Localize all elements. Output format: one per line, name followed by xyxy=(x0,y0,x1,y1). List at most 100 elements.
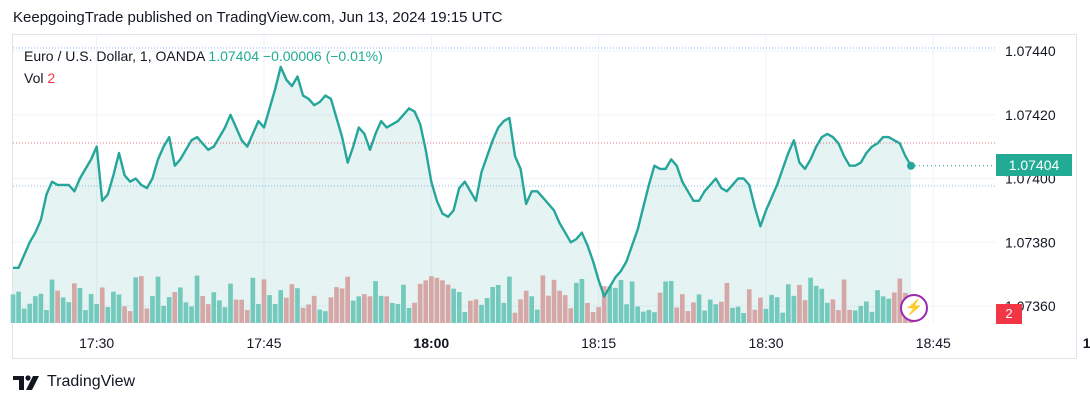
volume-bar xyxy=(155,276,161,323)
volume-bar xyxy=(646,309,652,323)
volume-bar xyxy=(679,294,685,323)
volume-bar xyxy=(897,278,903,323)
volume-bar xyxy=(568,308,574,323)
volume-bar xyxy=(763,308,769,323)
volume-bar xyxy=(44,310,49,323)
chart-frame[interactable] xyxy=(12,34,1077,359)
volume-bar xyxy=(323,311,328,323)
volume-bar xyxy=(758,297,763,323)
volume-bar xyxy=(161,305,166,323)
volume-bar xyxy=(445,284,451,323)
volume-bar xyxy=(38,293,44,323)
volume-bar xyxy=(456,291,462,323)
chart-legend: Euro / U.S. Dollar, 1, OANDA 1.07404 −0.… xyxy=(24,48,383,64)
volume-bar xyxy=(852,310,858,323)
volume-bar xyxy=(239,299,245,323)
volume-bar xyxy=(49,279,55,323)
volume-bar xyxy=(780,312,786,323)
volume-bar xyxy=(534,309,540,323)
volume-bar xyxy=(88,294,94,323)
footer-brand[interactable]: TradingView xyxy=(13,373,135,391)
volume-bar xyxy=(657,292,663,323)
volume-bar xyxy=(189,306,194,323)
volume-bar xyxy=(551,279,557,323)
volume-bar xyxy=(685,311,691,323)
volume-bar xyxy=(16,291,21,323)
volume-bar xyxy=(434,277,440,323)
volume-bar xyxy=(233,299,239,323)
volume-bar xyxy=(328,297,334,323)
volume-bar xyxy=(306,304,311,323)
volume-bar xyxy=(373,281,378,323)
volume-bar xyxy=(177,287,183,323)
volume-bar xyxy=(423,280,429,323)
volume-bar xyxy=(891,292,897,323)
volume-bar xyxy=(83,310,88,323)
volume-bar xyxy=(652,312,657,323)
volume-bar xyxy=(880,296,886,323)
volume-bar xyxy=(473,299,479,323)
volume-bar xyxy=(501,302,507,323)
volume-bar xyxy=(428,276,434,323)
volume-bar xyxy=(696,294,702,323)
volume-bar xyxy=(272,304,278,323)
volume-bar xyxy=(222,307,228,323)
volume-bar xyxy=(713,304,719,323)
volume-bar xyxy=(668,280,674,323)
volume-bar xyxy=(523,290,529,323)
volume-bar xyxy=(590,312,596,323)
volume-bar xyxy=(802,300,808,323)
volume-bar xyxy=(384,296,390,323)
symbol-label: Euro / U.S. Dollar, 1, OANDA xyxy=(24,48,205,64)
volume-bar xyxy=(596,307,601,323)
volume-bar xyxy=(94,304,100,323)
volume-bar xyxy=(395,304,401,323)
volume-bar xyxy=(194,275,200,323)
volume-bar xyxy=(10,294,16,323)
volume-bar xyxy=(836,310,841,323)
volume-bar xyxy=(702,310,707,323)
volume-bar xyxy=(138,276,144,323)
volume-bar xyxy=(546,295,551,323)
y-tick-label: 1.07380 xyxy=(1005,234,1056,250)
volume-bar xyxy=(362,294,367,323)
volume-bar xyxy=(283,297,289,323)
price-value: 1.07404 xyxy=(208,48,260,64)
volume-bar xyxy=(122,306,127,323)
volume-bar xyxy=(635,306,641,323)
x-tick-label: 18:15 xyxy=(581,335,616,351)
volume-bar xyxy=(624,304,629,323)
volume-bar xyxy=(267,295,272,323)
volume-tag: 2 xyxy=(996,304,1022,324)
lightning-icon[interactable]: ⚡ xyxy=(900,294,928,322)
brand-label: TradingView xyxy=(47,373,136,390)
volume-bar xyxy=(228,283,233,323)
volume-bar xyxy=(629,281,635,323)
volume-bar xyxy=(55,290,60,323)
volume-bar xyxy=(462,312,468,323)
volume-bar xyxy=(378,295,384,323)
volume-bar xyxy=(27,303,33,323)
volume-bar xyxy=(730,307,735,323)
volume-bar xyxy=(133,277,139,323)
volume-bar xyxy=(217,300,222,323)
volume-bar xyxy=(830,299,836,323)
volume-bar xyxy=(278,290,284,323)
volume-bar xyxy=(719,301,724,323)
volume-bar xyxy=(557,290,562,323)
vol-label: Vol xyxy=(24,70,44,86)
volume-bar xyxy=(841,279,847,323)
volume-bar xyxy=(166,297,172,323)
volume-bar xyxy=(813,285,819,323)
volume-bar xyxy=(339,288,345,323)
y-tick-label: 1.07440 xyxy=(1005,43,1056,59)
volume-bar xyxy=(105,306,111,323)
volume-bar xyxy=(256,303,261,323)
volume-bar xyxy=(311,295,317,323)
volume-bar xyxy=(674,307,680,323)
price-line xyxy=(13,65,913,298)
volume-bar xyxy=(691,302,696,323)
volume-bar xyxy=(573,282,579,323)
volume-bar xyxy=(752,309,758,323)
